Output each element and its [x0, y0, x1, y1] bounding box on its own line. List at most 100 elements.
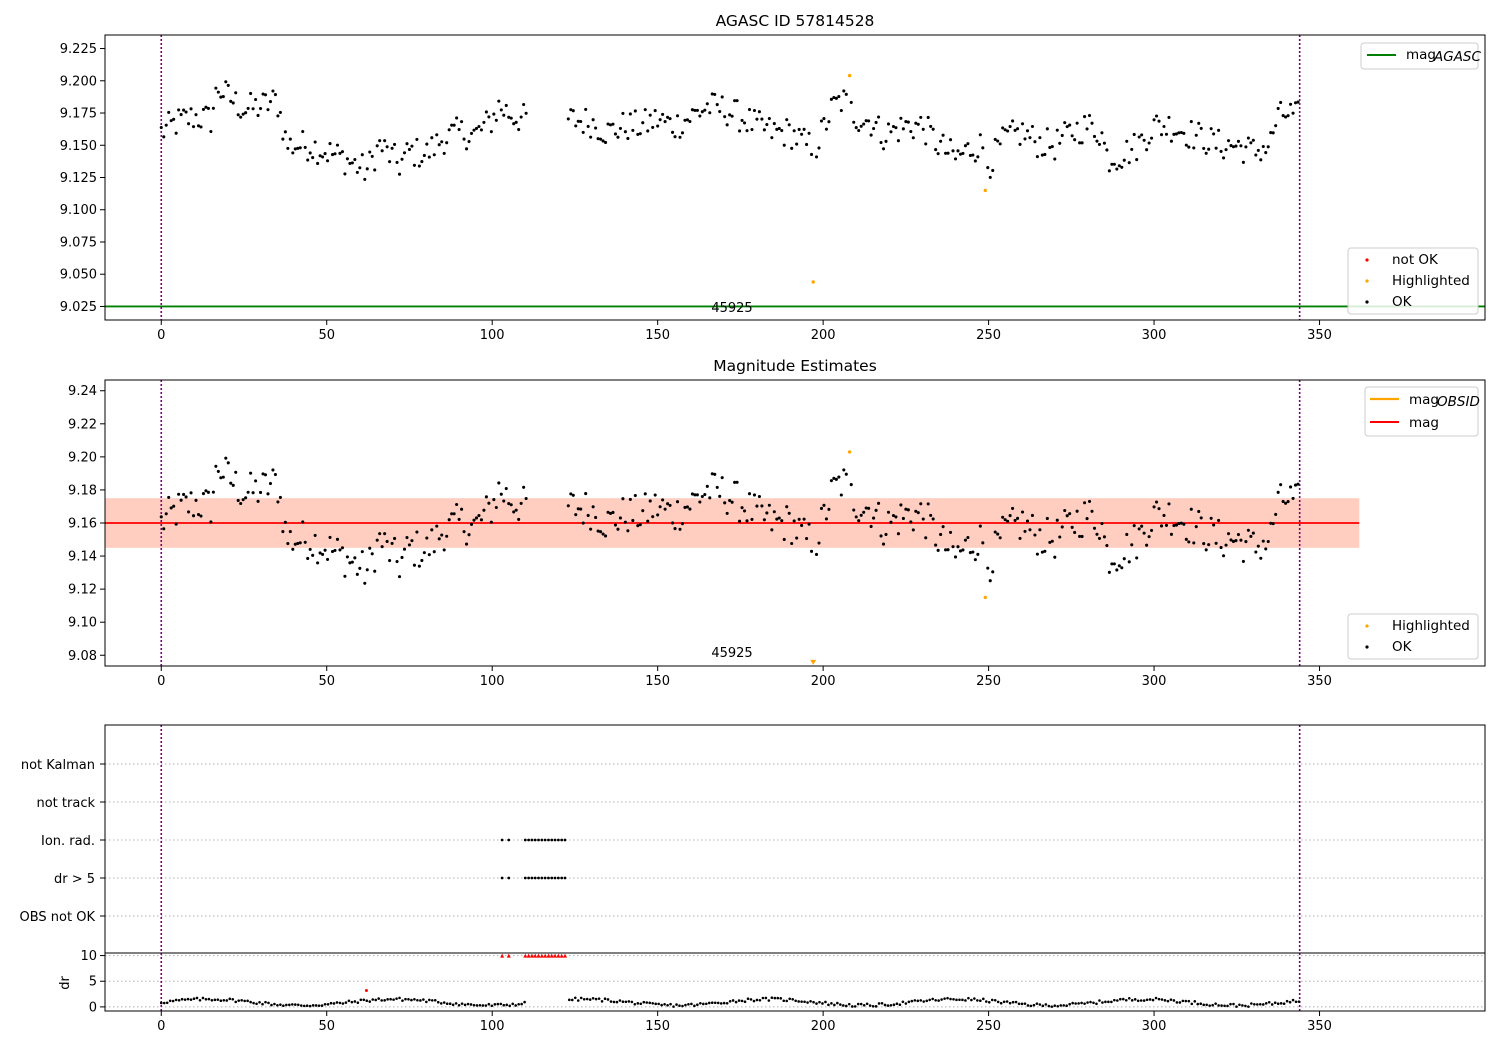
data-point-ok: [234, 470, 238, 474]
data-point-ok: [236, 113, 240, 117]
data-point-ok: [1087, 499, 1092, 503]
data-point-ok: [395, 559, 399, 564]
data-point-ok: [306, 158, 310, 162]
dr-point-ok: [779, 997, 783, 1000]
data-point-ok: [474, 516, 479, 520]
data-point-ok: [410, 539, 414, 543]
data-point-ok: [827, 507, 831, 511]
dr-point-ok: [824, 1000, 827, 1004]
obsid-annotation: 45925: [711, 646, 752, 661]
dr-point-ok: [871, 1004, 875, 1008]
data-point-ok: [1127, 560, 1131, 564]
data-point-ok: [911, 528, 915, 532]
dr-point-ok: [341, 1002, 345, 1005]
dr-point-ok: [1008, 1001, 1012, 1005]
dr-point-ok: [579, 996, 583, 1000]
data-point-ok: [966, 535, 970, 540]
data-point-ok: [594, 126, 598, 130]
data-point-ok: [1008, 514, 1012, 518]
data-point-ok: [566, 117, 570, 121]
data-point-ok: [864, 119, 868, 123]
data-point-ok: [162, 135, 166, 139]
dr-point-ok: [192, 997, 196, 1001]
dr-point-clipped: [536, 953, 541, 958]
dr-point-ok: [987, 1001, 991, 1004]
data-point-ok: [298, 146, 302, 150]
dr-point-clipped: [506, 953, 511, 958]
data-point-ok: [1241, 559, 1245, 563]
data-point-ok: [338, 548, 342, 552]
data-point-ok: [326, 159, 330, 163]
data-point-ok: [340, 150, 344, 154]
data-point-ok: [241, 498, 245, 502]
dr-point-ok: [669, 1002, 672, 1006]
data-point-ok: [1152, 118, 1156, 122]
plot-frame: [104, 724, 1486, 954]
data-point-ok: [834, 96, 838, 100]
flag-label-not-kalman: not Kalman: [21, 758, 95, 773]
data-point-ok: [1073, 138, 1077, 142]
dr-point-ok: [1074, 1002, 1077, 1005]
dr-point-ok: [1020, 1002, 1024, 1006]
data-point-ok: [700, 110, 704, 114]
data-point-ok: [261, 472, 265, 476]
legend-label-mag-obsid: mag: [1409, 392, 1439, 408]
data-point-ok: [728, 113, 732, 117]
data-point-ok: [201, 492, 206, 496]
chart-title-agasc: AGASC ID 57814528: [716, 12, 875, 30]
dr-point-clipped: [549, 953, 554, 958]
data-point-ok: [785, 118, 789, 122]
data-point-ok: [1045, 516, 1049, 521]
data-point-ok: [854, 126, 858, 130]
data-point-ok: [402, 547, 407, 551]
data-point-ok: [397, 575, 402, 579]
flag-point: [527, 876, 530, 880]
dr-point-ok: [1172, 999, 1176, 1002]
data-point-ok: [584, 107, 588, 111]
dr-point-ok: [654, 1002, 657, 1006]
dr-point-ok: [687, 1002, 690, 1006]
data-point-ok: [1008, 125, 1012, 129]
data-point-ok: [646, 129, 650, 133]
data-point-ok: [1013, 518, 1017, 522]
dr-point-ok: [758, 998, 762, 1002]
data-point-ok: [569, 492, 573, 496]
x-tick-label: 150: [645, 328, 670, 343]
dr-point-ok: [791, 997, 794, 1001]
data-point-ok: [365, 568, 369, 572]
data-point-ok: [872, 516, 876, 520]
data-point-ok: [1239, 538, 1243, 542]
data-point-ok: [628, 497, 632, 501]
data-point-ok: [509, 503, 513, 507]
data-point-ok: [512, 122, 516, 126]
data-point-ok: [680, 131, 685, 135]
dr-point-ok: [1148, 998, 1152, 1001]
data-point-ok: [594, 515, 598, 519]
data-point-ok: [956, 545, 960, 549]
data-point-ok: [370, 154, 374, 158]
data-point-ok: [278, 110, 282, 114]
dr-point-ok: [627, 1000, 631, 1003]
data-point-ok: [718, 494, 722, 498]
dr-point-clipped: [553, 953, 558, 958]
dr-point-ok: [844, 1004, 848, 1008]
data-point-ok: [1065, 125, 1069, 129]
data-point-ok: [522, 485, 526, 489]
data-point-ok: [1172, 132, 1176, 136]
data-point-ok: [750, 128, 754, 132]
dr-point-ok: [660, 1003, 663, 1007]
data-point-ok: [745, 519, 749, 523]
dr-point-ok: [502, 1003, 506, 1007]
x-tick-label: 350: [1307, 328, 1332, 343]
data-point-ok: [318, 551, 322, 555]
data-point-ok: [688, 507, 692, 511]
dr-point-clipped: [529, 953, 534, 958]
data-point-ok: [857, 128, 861, 133]
data-point-ok: [1241, 160, 1245, 164]
data-point-ok: [1182, 522, 1186, 526]
dr-point-ok: [1279, 1002, 1283, 1005]
data-point-ok: [432, 153, 436, 157]
dr-point-ok: [165, 1001, 169, 1005]
data-point-ok: [435, 133, 439, 137]
dr-point-ok: [1083, 1002, 1086, 1005]
